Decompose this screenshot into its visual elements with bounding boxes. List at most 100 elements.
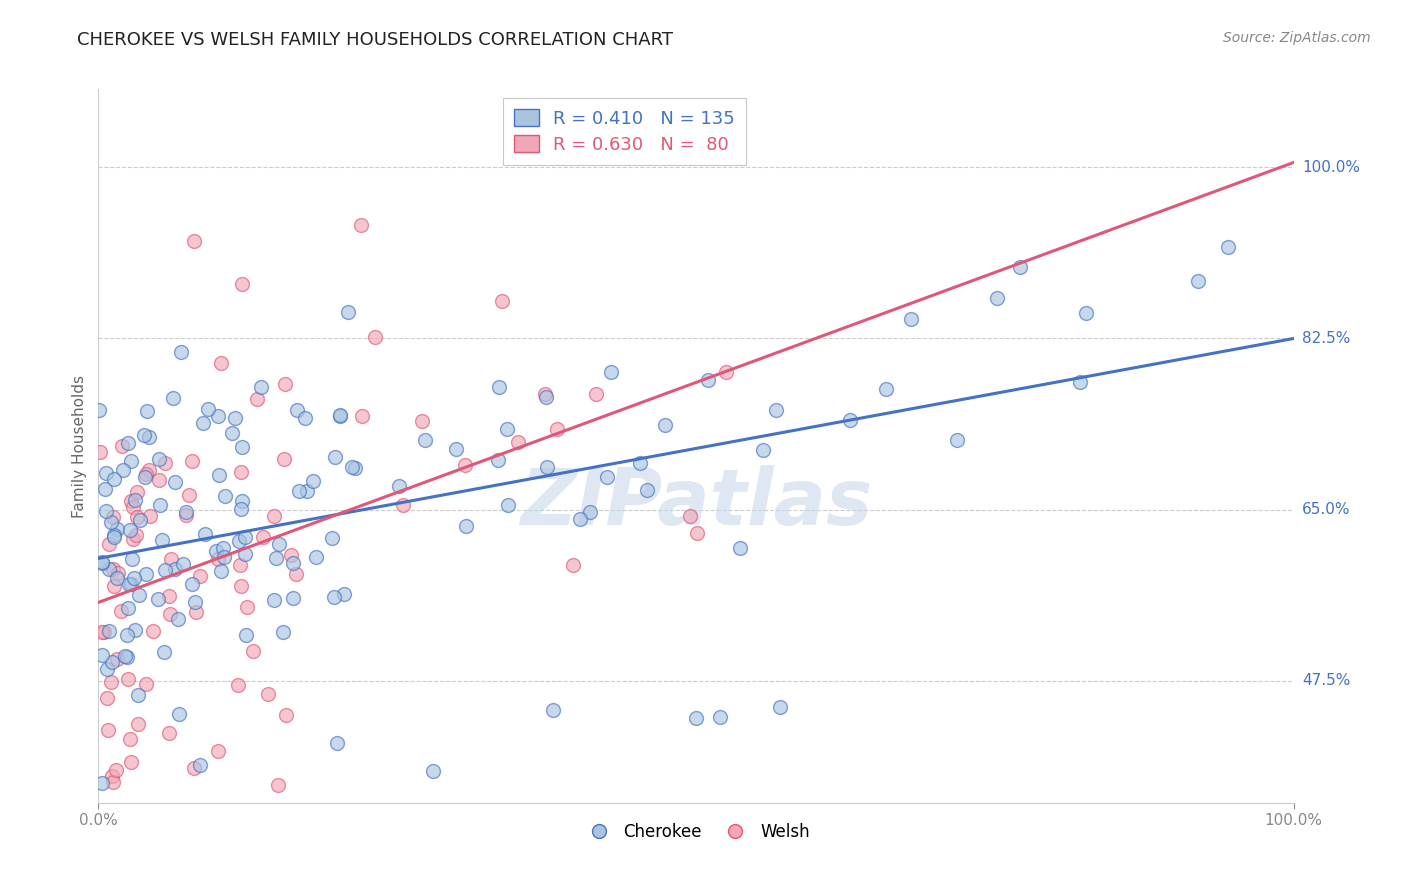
Point bbox=[768, 699, 790, 714]
Point bbox=[415, 433, 437, 447]
Point bbox=[179, 488, 201, 502]
Point bbox=[120, 453, 142, 467]
Point bbox=[600, 366, 623, 380]
Point bbox=[107, 566, 129, 580]
Text: 82.5%: 82.5% bbox=[1302, 331, 1350, 346]
Point bbox=[122, 533, 145, 547]
Point bbox=[172, 558, 194, 572]
Point bbox=[229, 501, 252, 516]
Point bbox=[595, 470, 617, 484]
Point bbox=[96, 503, 118, 517]
Point bbox=[170, 345, 193, 359]
Point bbox=[132, 428, 155, 442]
Point bbox=[352, 409, 374, 423]
Point bbox=[337, 305, 360, 319]
Point bbox=[226, 678, 249, 692]
Point bbox=[101, 774, 124, 789]
Text: 100.0%: 100.0% bbox=[1302, 160, 1360, 175]
Point bbox=[97, 536, 120, 550]
Point bbox=[207, 744, 229, 758]
Point bbox=[183, 234, 205, 248]
Point bbox=[233, 531, 256, 545]
Point bbox=[709, 710, 731, 724]
Point bbox=[100, 675, 122, 690]
Point bbox=[110, 604, 132, 618]
Point bbox=[148, 592, 170, 607]
Point bbox=[1076, 306, 1098, 320]
Point bbox=[685, 711, 707, 725]
Point bbox=[224, 410, 246, 425]
Point bbox=[231, 440, 253, 454]
Point bbox=[121, 500, 143, 515]
Point bbox=[1069, 376, 1091, 390]
Point bbox=[90, 624, 112, 639]
Point bbox=[105, 651, 128, 665]
Point bbox=[986, 291, 1008, 305]
Point bbox=[211, 541, 233, 555]
Point bbox=[125, 528, 148, 542]
Point bbox=[122, 571, 145, 585]
Point bbox=[125, 510, 148, 524]
Point bbox=[128, 588, 150, 602]
Point bbox=[117, 672, 139, 686]
Point bbox=[285, 402, 308, 417]
Point bbox=[118, 577, 141, 591]
Point bbox=[1218, 240, 1240, 254]
Point bbox=[188, 568, 211, 582]
Point bbox=[294, 410, 316, 425]
Point bbox=[329, 409, 352, 423]
Point bbox=[180, 453, 202, 467]
Point bbox=[93, 625, 115, 640]
Point bbox=[751, 443, 773, 458]
Point bbox=[184, 606, 207, 620]
Point bbox=[506, 434, 529, 449]
Point bbox=[267, 537, 290, 551]
Point bbox=[280, 548, 302, 562]
Point bbox=[105, 763, 128, 777]
Point bbox=[166, 612, 188, 626]
Point bbox=[207, 552, 229, 566]
Point bbox=[148, 473, 170, 487]
Point bbox=[305, 549, 328, 564]
Point bbox=[388, 478, 411, 492]
Point bbox=[103, 579, 125, 593]
Point bbox=[536, 459, 558, 474]
Point bbox=[101, 769, 124, 783]
Point bbox=[135, 566, 157, 581]
Point bbox=[323, 590, 346, 604]
Point bbox=[496, 422, 519, 436]
Point bbox=[153, 563, 176, 577]
Point bbox=[326, 736, 349, 750]
Point bbox=[90, 557, 112, 571]
Point bbox=[153, 645, 176, 659]
Point bbox=[184, 595, 207, 609]
Point bbox=[276, 708, 298, 723]
Point bbox=[250, 380, 273, 394]
Point bbox=[89, 445, 111, 459]
Point bbox=[101, 509, 124, 524]
Point bbox=[392, 499, 415, 513]
Point bbox=[585, 387, 607, 401]
Point bbox=[127, 717, 149, 731]
Point bbox=[284, 566, 307, 581]
Point bbox=[114, 648, 136, 663]
Legend: Cherokee, Welsh: Cherokee, Welsh bbox=[575, 817, 817, 848]
Point bbox=[486, 453, 509, 467]
Point bbox=[454, 458, 477, 473]
Point bbox=[127, 688, 149, 702]
Point bbox=[281, 591, 304, 605]
Point bbox=[91, 555, 114, 569]
Point bbox=[165, 562, 187, 576]
Point bbox=[138, 430, 160, 444]
Point bbox=[152, 533, 174, 547]
Point bbox=[364, 330, 387, 344]
Point bbox=[163, 475, 186, 489]
Point bbox=[235, 628, 257, 642]
Point bbox=[94, 482, 117, 496]
Point bbox=[117, 601, 139, 615]
Point bbox=[267, 778, 290, 792]
Point bbox=[765, 402, 787, 417]
Point bbox=[103, 472, 125, 486]
Point bbox=[124, 492, 146, 507]
Point bbox=[103, 530, 125, 544]
